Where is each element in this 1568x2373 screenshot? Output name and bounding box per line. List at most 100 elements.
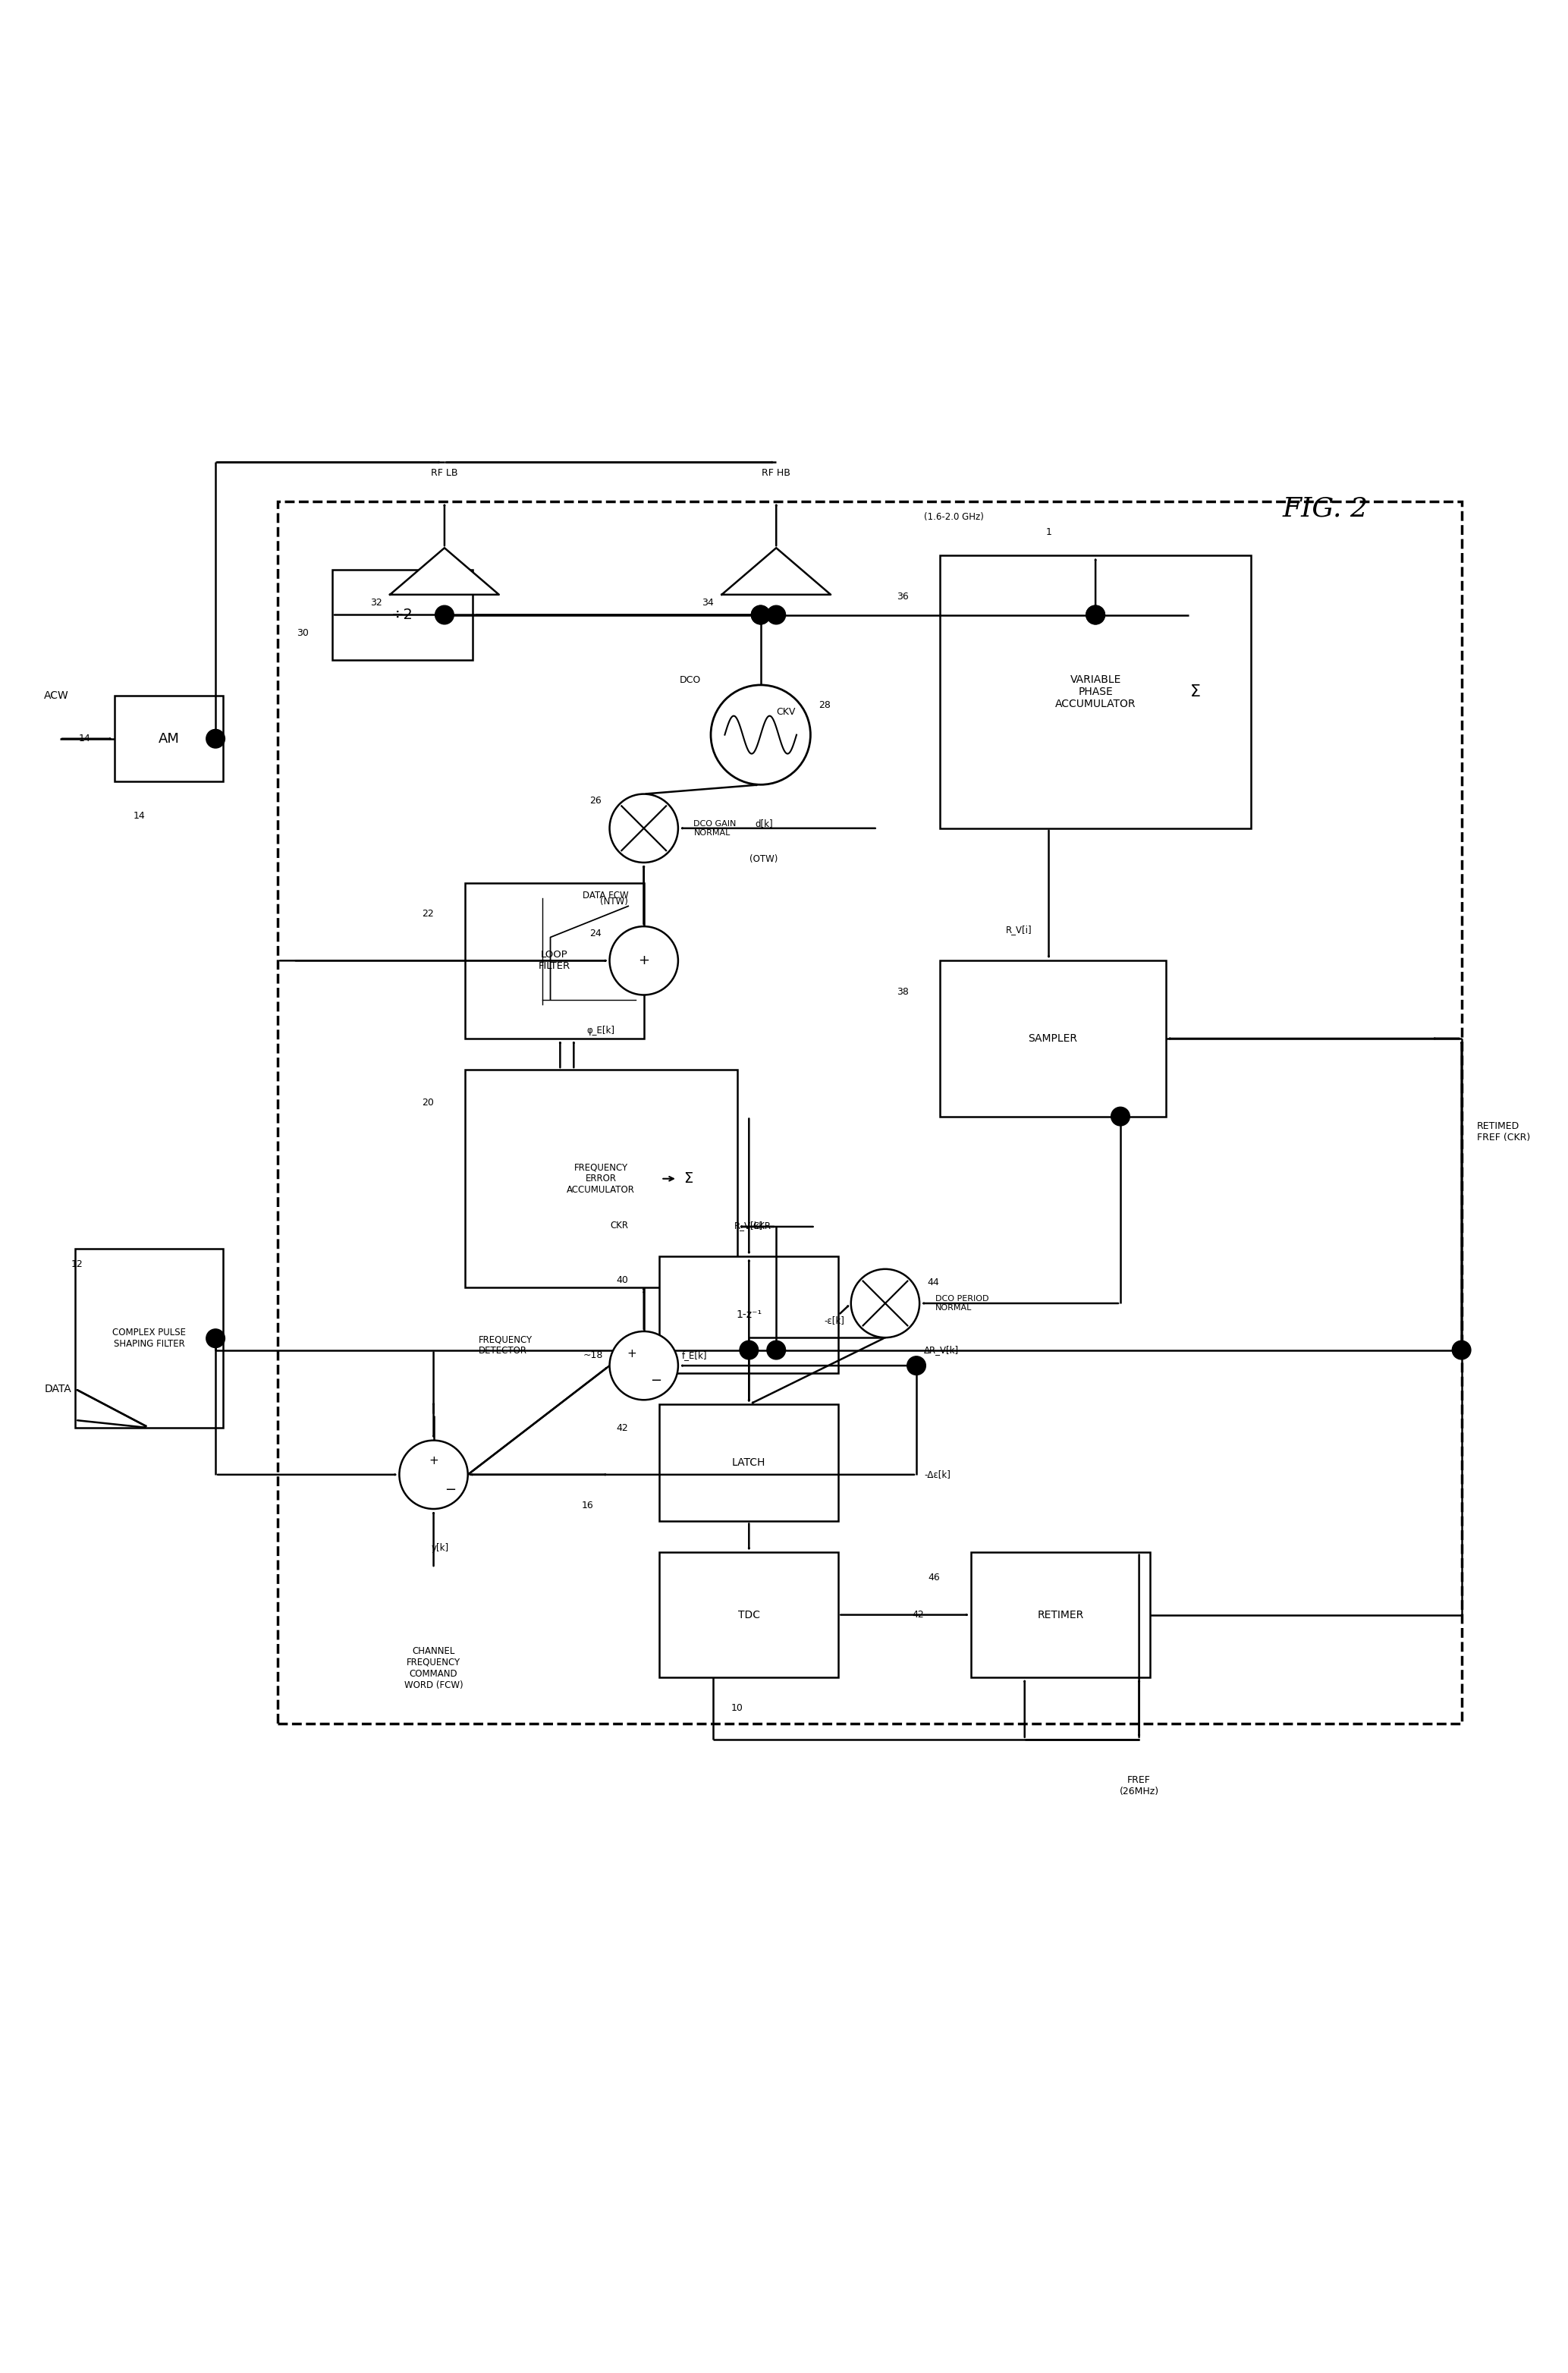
- Text: +: +: [638, 954, 649, 968]
- Text: 16: 16: [582, 1500, 593, 1512]
- Bar: [660, 1405, 839, 1521]
- Text: 42: 42: [616, 1424, 629, 1433]
- Text: 38: 38: [897, 987, 908, 997]
- Text: 14: 14: [78, 733, 91, 743]
- Circle shape: [610, 795, 677, 861]
- Text: CKV: CKV: [776, 707, 795, 717]
- Text: 30: 30: [296, 629, 309, 638]
- Circle shape: [906, 1357, 925, 1374]
- Text: CKR: CKR: [610, 1220, 629, 1229]
- Text: FIG. 2: FIG. 2: [1283, 496, 1369, 522]
- Text: y[k]: y[k]: [431, 1542, 448, 1552]
- Text: AM: AM: [158, 731, 179, 745]
- Text: 1: 1: [1046, 527, 1052, 536]
- Text: ~18: ~18: [583, 1350, 602, 1360]
- Text: (1.6-2.0 GHz): (1.6-2.0 GHz): [924, 513, 985, 522]
- Text: f_E[k]: f_E[k]: [682, 1350, 707, 1360]
- Text: FREQUENCY
DETECTOR: FREQUENCY DETECTOR: [478, 1334, 532, 1355]
- Bar: [114, 695, 223, 781]
- Circle shape: [1112, 1108, 1131, 1125]
- Text: 36: 36: [897, 591, 908, 600]
- Polygon shape: [390, 548, 499, 596]
- Circle shape: [751, 605, 770, 624]
- Text: ÷2: ÷2: [392, 607, 414, 622]
- Text: Σ: Σ: [684, 1172, 693, 1186]
- Text: RETIMER: RETIMER: [1036, 1609, 1083, 1621]
- Circle shape: [710, 686, 811, 785]
- Text: LATCH: LATCH: [732, 1457, 765, 1469]
- Circle shape: [400, 1440, 467, 1509]
- Text: RF HB: RF HB: [762, 467, 790, 477]
- Text: FREQUENCY
ERROR
ACCUMULATOR: FREQUENCY ERROR ACCUMULATOR: [568, 1163, 635, 1196]
- Text: (NTW): (NTW): [601, 897, 629, 906]
- Text: 10: 10: [731, 1704, 743, 1713]
- Bar: [660, 1552, 839, 1678]
- Text: 1-z⁻¹: 1-z⁻¹: [735, 1310, 762, 1319]
- Bar: [332, 570, 472, 660]
- Text: 40: 40: [616, 1274, 629, 1284]
- Circle shape: [205, 1329, 224, 1348]
- Text: DCO PERIOD
NORMAL: DCO PERIOD NORMAL: [935, 1296, 988, 1312]
- Text: d[k]: d[k]: [754, 819, 773, 828]
- Bar: [939, 555, 1251, 828]
- Text: DATA: DATA: [44, 1383, 71, 1395]
- Text: VARIABLE
PHASE
ACCUMULATOR: VARIABLE PHASE ACCUMULATOR: [1055, 674, 1135, 710]
- Text: 20: 20: [422, 1096, 434, 1108]
- Text: (OTW): (OTW): [750, 854, 778, 864]
- Text: 42: 42: [913, 1609, 924, 1621]
- Circle shape: [436, 605, 453, 624]
- Circle shape: [740, 1341, 759, 1360]
- Text: DCO: DCO: [679, 674, 701, 686]
- Text: 34: 34: [702, 598, 713, 607]
- Circle shape: [851, 1270, 919, 1338]
- Text: 14: 14: [133, 812, 144, 821]
- Bar: [939, 961, 1165, 1115]
- Bar: [278, 501, 1461, 1723]
- Text: 44: 44: [927, 1277, 939, 1289]
- Text: R_V[i]: R_V[i]: [1005, 925, 1032, 935]
- Text: RF LB: RF LB: [431, 467, 458, 477]
- Text: DCO GAIN
NORMAL: DCO GAIN NORMAL: [693, 821, 737, 835]
- Circle shape: [767, 1341, 786, 1360]
- Bar: [464, 1070, 737, 1289]
- Text: −: −: [445, 1483, 456, 1497]
- Circle shape: [610, 1331, 677, 1400]
- Text: CHANNEL
FREQUENCY
COMMAND
WORD (FCW): CHANNEL FREQUENCY COMMAND WORD (FCW): [405, 1647, 463, 1690]
- Bar: [660, 1258, 839, 1374]
- Text: FREF
(26MHz): FREF (26MHz): [1120, 1775, 1159, 1796]
- Text: COMPLEX PULSE
SHAPING FILTER: COMPLEX PULSE SHAPING FILTER: [113, 1329, 187, 1348]
- Text: DATA FCW: DATA FCW: [582, 890, 629, 899]
- Text: 32: 32: [370, 598, 383, 607]
- Text: 46: 46: [928, 1573, 939, 1583]
- Text: 26: 26: [590, 795, 602, 807]
- Circle shape: [1452, 1341, 1471, 1360]
- Text: +: +: [428, 1455, 439, 1467]
- Circle shape: [610, 925, 677, 994]
- Text: Σ: Σ: [1190, 683, 1201, 700]
- Text: 12: 12: [71, 1260, 83, 1270]
- Text: SAMPLER: SAMPLER: [1029, 1032, 1077, 1044]
- Text: CKR: CKR: [753, 1222, 771, 1232]
- Bar: [75, 1248, 223, 1429]
- Circle shape: [205, 729, 224, 747]
- Text: φ_E[k]: φ_E[k]: [586, 1025, 615, 1035]
- Circle shape: [767, 605, 786, 624]
- Text: 24: 24: [590, 928, 602, 937]
- Text: TDC: TDC: [739, 1609, 760, 1621]
- Text: R_V[k]: R_V[k]: [734, 1220, 764, 1229]
- Text: ΔR_V[k]: ΔR_V[k]: [924, 1345, 960, 1355]
- Text: −: −: [651, 1374, 662, 1388]
- Text: LOOP
FILTER: LOOP FILTER: [538, 949, 571, 971]
- Text: +: +: [627, 1348, 637, 1360]
- Text: 22: 22: [422, 909, 434, 918]
- Bar: [464, 883, 644, 1039]
- Bar: [971, 1552, 1149, 1678]
- Text: 28: 28: [818, 700, 831, 710]
- Text: -ε[k]: -ε[k]: [823, 1315, 844, 1327]
- Text: ACW: ACW: [44, 691, 69, 700]
- Circle shape: [1087, 605, 1105, 624]
- Circle shape: [1087, 605, 1105, 624]
- Text: -Δε[k]: -Δε[k]: [924, 1469, 950, 1481]
- Polygon shape: [721, 548, 831, 596]
- Text: RETIMED
FREF (CKR): RETIMED FREF (CKR): [1477, 1122, 1530, 1144]
